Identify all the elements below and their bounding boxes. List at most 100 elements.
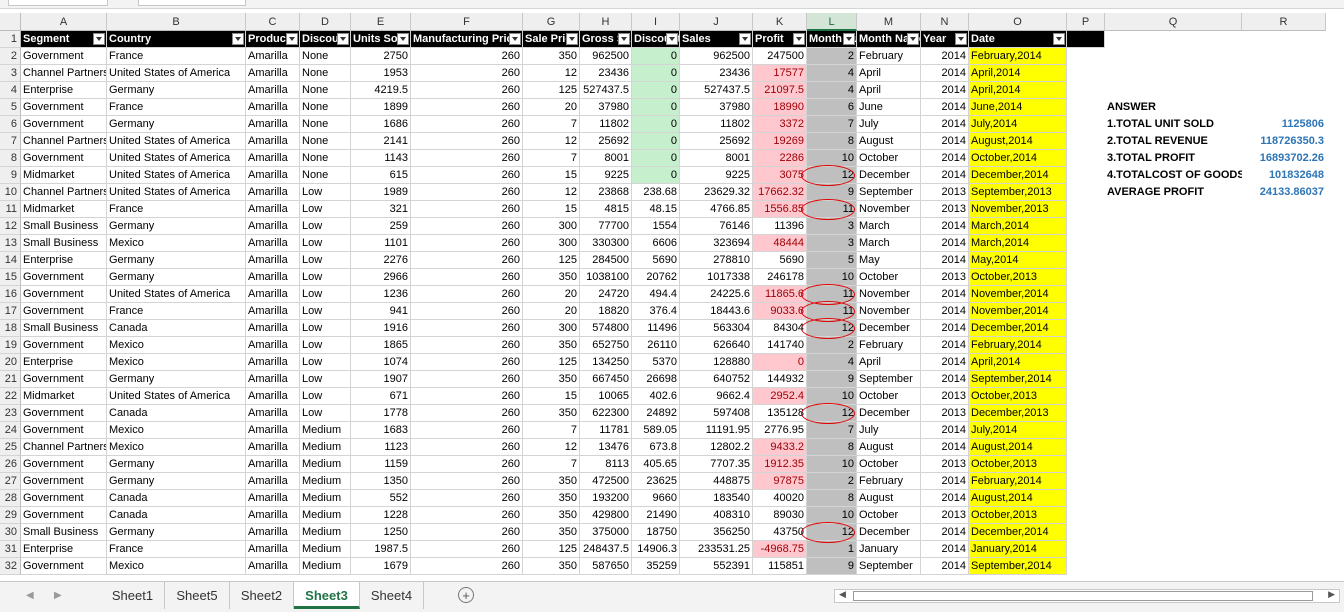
table-cell[interactable]: 18820 — [580, 303, 632, 320]
table-cell[interactable]: 9225 — [580, 167, 632, 184]
filter-dropdown-icon[interactable] — [337, 33, 349, 45]
row-header-22[interactable]: 22 — [0, 388, 21, 405]
table-cell[interactable]: 260 — [411, 82, 523, 99]
table-cell[interactable]: 667450 — [580, 371, 632, 388]
table-cell[interactable]: Medium — [300, 558, 351, 575]
table-cell[interactable]: 2014 — [921, 252, 969, 269]
table-cell[interactable]: 11496 — [632, 320, 680, 337]
row-header-29[interactable]: 29 — [0, 507, 21, 524]
table-cell[interactable]: 25692 — [580, 133, 632, 150]
table-cell[interactable]: April — [857, 354, 921, 371]
table-cell[interactable]: 125 — [523, 354, 580, 371]
table-cell[interactable]: April — [857, 82, 921, 99]
table-cell[interactable]: 587650 — [580, 558, 632, 575]
table-cell[interactable]: November — [857, 303, 921, 320]
filter-dropdown-icon[interactable] — [666, 33, 678, 45]
table-cell[interactable]: 527437.5 — [580, 82, 632, 99]
table-cell[interactable]: December,2014 — [969, 524, 1067, 541]
table-cell[interactable]: 134250 — [580, 354, 632, 371]
table-cell[interactable]: 4219.5 — [351, 82, 411, 99]
table-cell[interactable]: 7 — [523, 150, 580, 167]
table-cell[interactable]: 350 — [523, 524, 580, 541]
table-cell[interactable]: Germany — [107, 473, 246, 490]
column-header-i[interactable]: I — [632, 13, 680, 31]
table-cell[interactable]: 24720 — [580, 286, 632, 303]
table-cell[interactable]: 640752 — [680, 371, 753, 388]
table-header-cell[interactable]: Discount Band — [300, 31, 351, 48]
row-header-14[interactable]: 14 — [0, 252, 21, 269]
table-cell[interactable]: 260 — [411, 354, 523, 371]
table-cell[interactable]: 135128 — [753, 405, 807, 422]
table-cell[interactable]: Amarilla — [246, 201, 300, 218]
table-cell[interactable]: 260 — [411, 371, 523, 388]
table-cell[interactable]: 1916 — [351, 320, 411, 337]
table-cell[interactable]: 12 — [523, 184, 580, 201]
table-cell[interactable]: 260 — [411, 388, 523, 405]
table-cell[interactable]: Amarilla — [246, 150, 300, 167]
table-cell[interactable]: Medium — [300, 439, 351, 456]
table-cell[interactable]: 1038100 — [580, 269, 632, 286]
row-header-7[interactable]: 7 — [0, 133, 21, 150]
row-header-12[interactable]: 12 — [0, 218, 21, 235]
table-cell[interactable]: 260 — [411, 490, 523, 507]
table-cell[interactable]: 1912.35 — [753, 456, 807, 473]
table-cell[interactable]: Government — [21, 99, 107, 116]
table-cell[interactable]: 12802.2 — [680, 439, 753, 456]
table-cell[interactable]: Amarilla — [246, 388, 300, 405]
table-header-cell[interactable]: Discounts — [632, 31, 680, 48]
table-cell[interactable]: Amarilla — [246, 354, 300, 371]
table-cell[interactable]: October,2013 — [969, 388, 1067, 405]
table-cell[interactable]: 472500 — [580, 473, 632, 490]
table-cell[interactable]: 11191.95 — [680, 422, 753, 439]
table-cell[interactable]: 141740 — [753, 337, 807, 354]
table-cell[interactable]: 260 — [411, 65, 523, 82]
table-cell[interactable]: Low — [300, 371, 351, 388]
table-cell[interactable]: 2013 — [921, 184, 969, 201]
table-cell[interactable]: United States of America — [107, 133, 246, 150]
table-cell[interactable]: 448875 — [680, 473, 753, 490]
table-cell[interactable]: Government — [21, 405, 107, 422]
table-cell[interactable]: Enterprise — [21, 354, 107, 371]
filter-dropdown-icon[interactable] — [397, 33, 409, 45]
column-header-f[interactable]: F — [411, 13, 523, 31]
table-cell[interactable]: 2014 — [921, 558, 969, 575]
table-cell[interactable]: 18990 — [753, 99, 807, 116]
table-cell[interactable]: 25692 — [680, 133, 753, 150]
table-cell[interactable]: 12 — [807, 405, 857, 422]
table-cell[interactable]: 300 — [523, 218, 580, 235]
table-header-cell[interactable]: Year — [921, 31, 969, 48]
table-cell[interactable]: Small Business — [21, 524, 107, 541]
table-cell[interactable]: None — [300, 167, 351, 184]
table-cell[interactable]: 23868 — [580, 184, 632, 201]
table-cell[interactable]: -4968.75 — [753, 541, 807, 558]
table-cell[interactable]: 7 — [523, 456, 580, 473]
table-cell[interactable]: 405.65 — [632, 456, 680, 473]
table-cell[interactable]: April,2014 — [969, 82, 1067, 99]
table-cell[interactable]: 1228 — [351, 507, 411, 524]
table-cell[interactable]: United States of America — [107, 65, 246, 82]
table-cell[interactable]: July,2014 — [969, 422, 1067, 439]
table-cell[interactable]: 12 — [523, 65, 580, 82]
table-cell[interactable]: October — [857, 150, 921, 167]
table-cell[interactable]: 247500 — [753, 48, 807, 65]
table-cell[interactable]: Mexico — [107, 235, 246, 252]
table-cell[interactable]: Low — [300, 252, 351, 269]
table-cell[interactable]: United States of America — [107, 150, 246, 167]
table-cell[interactable]: 6 — [807, 99, 857, 116]
table-cell[interactable]: Enterprise — [21, 541, 107, 558]
table-cell[interactable]: August,2014 — [969, 439, 1067, 456]
column-header-q[interactable]: Q — [1105, 13, 1242, 31]
table-cell[interactable]: 6606 — [632, 235, 680, 252]
table-cell[interactable]: 260 — [411, 252, 523, 269]
row-header-13[interactable]: 13 — [0, 235, 21, 252]
table-cell[interactable]: 494.4 — [632, 286, 680, 303]
table-cell[interactable]: Canada — [107, 405, 246, 422]
table-cell[interactable]: None — [300, 133, 351, 150]
table-cell[interactable]: 0 — [632, 133, 680, 150]
table-cell[interactable]: March,2014 — [969, 218, 1067, 235]
filter-dropdown-icon[interactable] — [793, 33, 805, 45]
table-cell[interactable]: 260 — [411, 422, 523, 439]
table-cell[interactable]: United States of America — [107, 184, 246, 201]
table-cell[interactable]: 9 — [807, 558, 857, 575]
table-cell[interactable]: February — [857, 337, 921, 354]
